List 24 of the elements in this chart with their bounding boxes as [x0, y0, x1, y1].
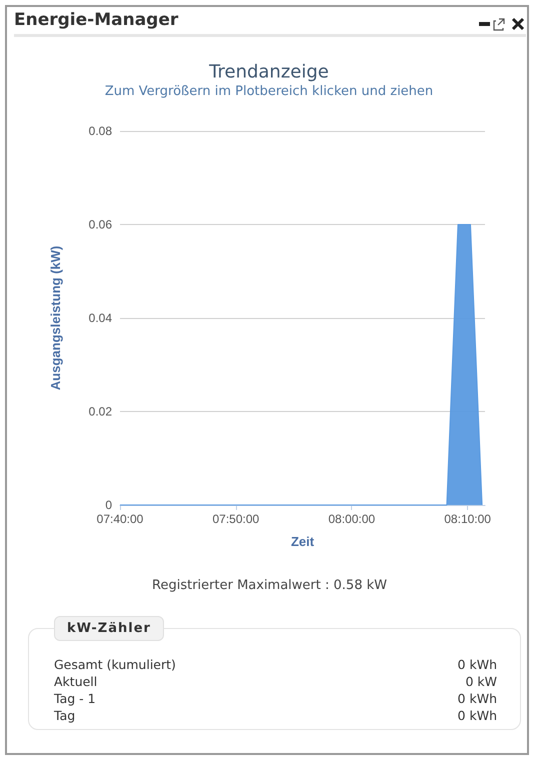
y-tick-label: 0.04: [88, 311, 112, 325]
text: Energie-Manager: [14, 10, 178, 30]
y-tick-label: 0.08: [88, 124, 112, 138]
x-tick-label: 08:10:00: [444, 512, 492, 526]
text: Tag: [54, 707, 76, 724]
text: kW-Zähler: [54, 616, 164, 641]
text: 0 kWh: [458, 656, 497, 673]
text: 0 kW: [465, 673, 497, 690]
text: 0 kWh: [458, 707, 497, 724]
text: 0 kWh: [458, 690, 497, 707]
y-axis-title: Ausgangsleistung (kW): [48, 246, 63, 390]
y-tick-label: 0.02: [88, 404, 112, 418]
y-tick-label: 0: [105, 498, 112, 512]
text: Aktuell: [54, 673, 98, 690]
text: Gesamt (kumuliert): [54, 656, 176, 673]
x-axis-title: Zeit: [290, 534, 315, 549]
y-tick-label: 0.06: [88, 218, 112, 232]
x-tick-label: 08:00:00: [328, 512, 376, 526]
chart-subtitle: Zum Vergrößern im Plotbereich klicken und ziehen: [104, 84, 434, 99]
text: Tag - 1: [54, 690, 96, 707]
x-tick-label: 07:50:00: [212, 512, 260, 526]
text: Registrierter Maximalwert : 0.58 kW: [151, 578, 388, 593]
chart-title: Trendanzeige: [208, 62, 329, 82]
x-tick-label: 07:40:00: [96, 512, 144, 526]
